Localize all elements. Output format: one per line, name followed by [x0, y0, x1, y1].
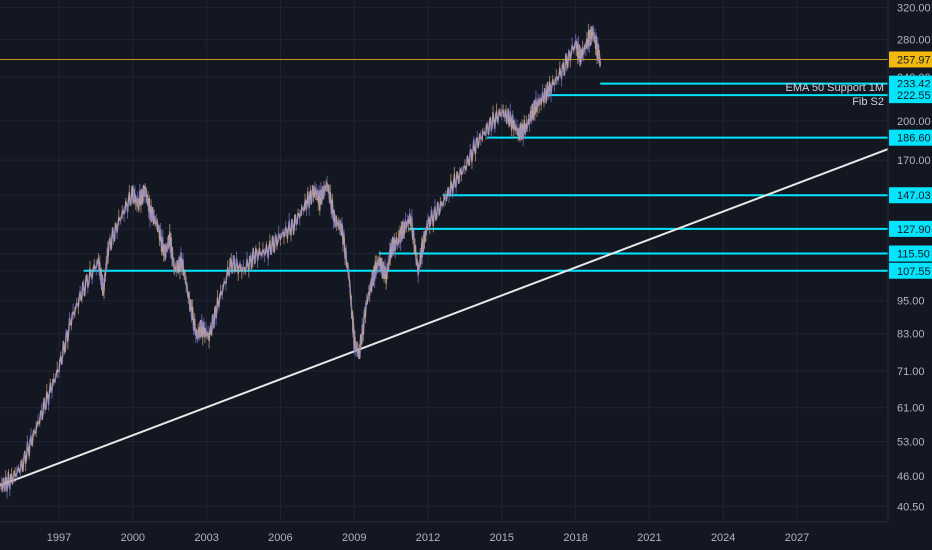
- annotations: EMA 50 Support 1M Fib S2: [786, 82, 884, 108]
- y-tick-label: 46.00: [897, 471, 925, 483]
- current-price-tag-bg: [889, 51, 932, 68]
- level-price-tag-bg: [889, 262, 932, 279]
- x-tick-label: 1997: [47, 532, 71, 544]
- time-axis[interactable]: 1997 2000 2003 2006 2009 2012 2015 2018 2021 2024…: [47, 532, 809, 544]
- x-tick-label: 2000: [121, 532, 145, 544]
- level-price-tag: 186.60: [897, 133, 931, 145]
- x-tick-label: 2024: [711, 532, 735, 544]
- price-layer: [0, 23, 601, 499]
- trendline[interactable]: [0, 148, 889, 487]
- y-tick-label: 280.00: [897, 35, 931, 47]
- y-tick-label: 200.00: [897, 116, 931, 128]
- y-tick-label: 71.00: [897, 366, 925, 378]
- x-tick-label: 2003: [194, 532, 218, 544]
- level-price-tag-bg: [889, 245, 932, 262]
- level-price-tag-bg: [889, 129, 932, 146]
- y-tick-label: 53.00: [897, 437, 925, 449]
- level-price-tag: 147.03: [897, 190, 931, 202]
- level-price-tag-bg: [889, 187, 932, 204]
- x-tick-label: 2021: [637, 532, 661, 544]
- x-tick-label: 2018: [563, 532, 587, 544]
- price-tags: 257.97233.42222.55186.60147.03127.90115.…: [889, 51, 932, 279]
- y-tick-label: 83.00: [897, 328, 925, 340]
- y-tick-label: 40.50: [897, 502, 925, 514]
- y-tick-label: 170.00: [897, 155, 931, 167]
- level-price-tag-bg: [889, 220, 932, 237]
- y-tick-label: 95.00: [897, 296, 925, 308]
- level-price-tag: 107.55: [897, 266, 931, 278]
- level-price-tag: 115.50: [897, 249, 930, 261]
- level-price-tag: 127.90: [897, 224, 931, 236]
- level-annotation: EMA 50 Support 1M: [786, 82, 884, 94]
- x-tick-label: 2027: [785, 532, 809, 544]
- support-levels: [0, 58, 888, 272]
- y-tick-label: 320.00: [897, 2, 931, 14]
- x-tick-label: 2009: [342, 532, 366, 544]
- x-tick-label: 2006: [268, 532, 292, 544]
- level-price-tag-bg: [889, 87, 932, 104]
- current-price-tag: 257.97: [897, 54, 931, 66]
- y-tick-label: 61.00: [897, 403, 925, 415]
- level-annotation: Fib S2: [852, 96, 884, 108]
- trendline-layer: [0, 148, 889, 487]
- x-tick-label: 2012: [416, 532, 440, 544]
- level-price-tag: 222.55: [897, 90, 931, 102]
- x-tick-label: 2015: [490, 532, 514, 544]
